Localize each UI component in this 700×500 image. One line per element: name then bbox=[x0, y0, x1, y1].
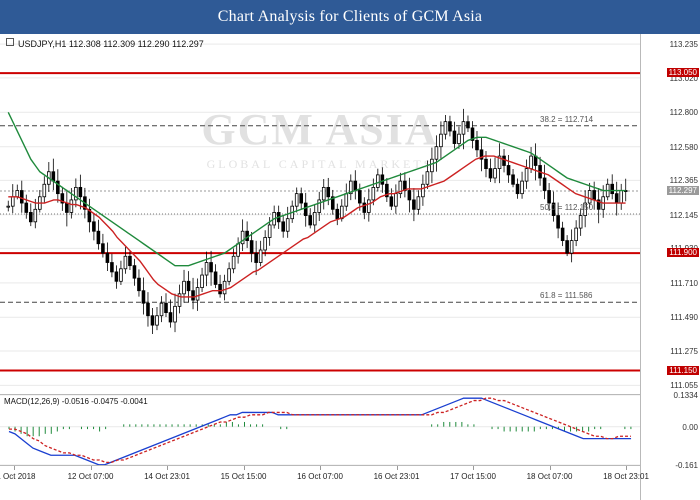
price-tick-label: 111.490 bbox=[670, 313, 698, 323]
macd-label: MACD(12,26,9) -0.0516 -0.0475 -0.0041 bbox=[4, 397, 148, 406]
fib-618-label: 61.8 = 111.586 bbox=[540, 291, 593, 301]
price-tick-label: 113.235 bbox=[669, 40, 698, 50]
time-tick-label: 12 Oct 07:00 bbox=[67, 472, 114, 481]
time-tick bbox=[320, 466, 321, 470]
time-tick bbox=[167, 466, 168, 470]
symbol-text: USDJPY,H1 112.308 112.309 112.290 112.29… bbox=[18, 39, 204, 49]
time-tick-label: 17 Oct 15:00 bbox=[450, 472, 496, 481]
symbol-label: USDJPY,H1 112.308 112.309 112.290 112.29… bbox=[6, 38, 204, 49]
price-tick-label: 111.055 bbox=[670, 381, 698, 391]
time-tick-label: 16 Oct 07:00 bbox=[297, 472, 343, 481]
collapse-icon[interactable] bbox=[6, 38, 14, 46]
time-tick bbox=[14, 466, 15, 470]
chart-container: GCM ASIA GLOBAL CAPITAL MARKETS USDJPY,H… bbox=[0, 34, 700, 500]
time-tick-label: 11 Oct 2018 bbox=[0, 472, 36, 481]
macd-panel[interactable]: MACD(12,26,9) -0.0516 -0.0475 -0.0041 bbox=[0, 395, 640, 466]
price-level-label-red: 111.900 bbox=[667, 248, 699, 258]
macd-chart-svg bbox=[0, 395, 640, 465]
time-tick-label: 14 Oct 23:01 bbox=[144, 472, 190, 481]
price-tick-label: 112.365 bbox=[669, 176, 698, 186]
time-tick-label: 16 Oct 23:01 bbox=[373, 472, 420, 481]
time-tick-label: 15 Oct 15:00 bbox=[220, 472, 267, 481]
price-tick-label: 111.275 bbox=[670, 346, 698, 356]
time-tick bbox=[626, 466, 627, 470]
price-tick-label: 113.020 bbox=[669, 73, 698, 83]
fib-500-label: 50.0 = 112.150 bbox=[540, 203, 594, 212]
time-tick bbox=[549, 466, 551, 470]
price-tick-label: 112.580 bbox=[669, 142, 698, 152]
price-axis: 113.235 113.020 112.800 112.580 112.365 112.1… bbox=[640, 34, 700, 500]
time-axis: 11 Oct 2018 12 Oct 07:00 14 Oct 23:01 15 Oc… bbox=[0, 466, 649, 500]
time-tick bbox=[396, 466, 398, 470]
time-tick-label: 18 Oct 07:00 bbox=[526, 472, 573, 481]
price-level-label-red: 113.050 bbox=[666, 68, 699, 78]
macd-tick-label: 0.1334 bbox=[673, 391, 698, 400]
price-level-label-red: 111.150 bbox=[667, 365, 699, 375]
header-bar: Chart Analysis for Clients of GCM Asia bbox=[0, 0, 700, 34]
price-chart-svg bbox=[0, 43, 640, 386]
price-tick-label: 111.710 bbox=[670, 278, 698, 288]
time-tick-label: 18 Oct 23:01 bbox=[603, 472, 649, 481]
current-price-label: 112.297 bbox=[666, 185, 699, 195]
price-tick-label: 112.145 bbox=[669, 210, 698, 220]
time-tick bbox=[243, 466, 245, 470]
macd-tick-label: -0.161 bbox=[675, 461, 698, 470]
macd-tick-label: 0.00 bbox=[682, 422, 698, 432]
price-tick-label: 112.800 bbox=[669, 108, 698, 118]
time-tick bbox=[90, 466, 92, 470]
page-title: Chart Analysis for Clients of GCM Asia bbox=[217, 8, 483, 25]
price-panel[interactable]: GCM ASIA GLOBAL CAPITAL MARKETS USDJPY,H… bbox=[0, 34, 640, 395]
fib-382-label: 38.2 = 112.714 bbox=[540, 114, 594, 124]
time-tick bbox=[473, 466, 474, 470]
